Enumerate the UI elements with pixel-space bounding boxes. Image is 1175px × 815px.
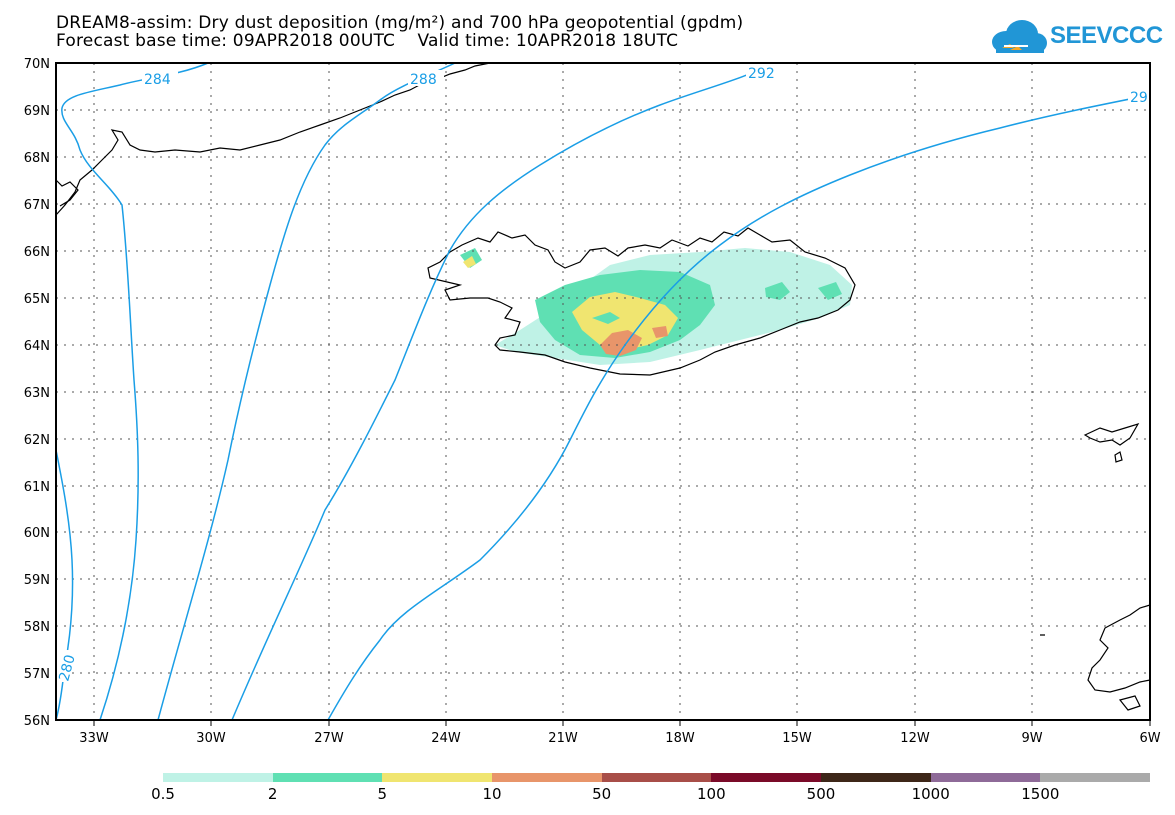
scotland-coast bbox=[1087, 604, 1151, 693]
colorbar-cell-2 bbox=[382, 773, 493, 782]
colorbar-label: 1000 bbox=[911, 785, 950, 803]
colorbar-cell-5 bbox=[711, 773, 822, 782]
contour-label-284: 284 bbox=[144, 72, 171, 88]
lat-label-65n: 65N bbox=[24, 292, 50, 307]
graticule bbox=[56, 63, 1150, 720]
lon-label-30w: 30W bbox=[196, 731, 226, 746]
dust-level-2c bbox=[818, 282, 842, 300]
longitude-labels: 33W 30W 27W 24W 21W 18W 15W 12W 9W 6W bbox=[79, 731, 1160, 746]
geopotential-contours bbox=[55, 62, 1151, 721]
lat-label-60n: 60N bbox=[24, 526, 50, 541]
colorbar-cell-1 bbox=[272, 773, 383, 782]
colorbar-cell-6 bbox=[821, 773, 931, 782]
lon-label-12w: 12W bbox=[900, 731, 930, 746]
logo-text: SEEVCCC bbox=[1050, 22, 1163, 49]
colorbar-label: 2 bbox=[267, 785, 278, 803]
cloud-icon bbox=[992, 20, 1047, 53]
lat-label-63n: 63N bbox=[24, 386, 50, 401]
contour-284 bbox=[61, 62, 209, 721]
contour-labels: 284 288 292 29 280 bbox=[56, 64, 1150, 683]
contour-296 bbox=[327, 94, 1151, 721]
contour-280 bbox=[55, 449, 74, 721]
dust-level-5b bbox=[463, 256, 476, 268]
colorbar-cell-3 bbox=[492, 773, 602, 782]
seevccc-logo bbox=[988, 16, 1138, 60]
lat-label-59n: 59N bbox=[24, 573, 50, 588]
contour-label-280: 280 bbox=[56, 653, 78, 683]
colorbar-label: 1500 bbox=[1021, 785, 1060, 803]
contour-label-292: 292 bbox=[748, 66, 775, 82]
latitude-labels: 70N 69N 68N 67N 66N 65N 64N 63N 62N 61N … bbox=[24, 57, 50, 729]
colorbar-label: 10 bbox=[482, 785, 502, 803]
lat-label-64n: 64N bbox=[24, 339, 50, 354]
lat-label-58n: 58N bbox=[24, 620, 50, 635]
iceland-coast bbox=[427, 227, 856, 376]
map-title-line2: Forecast base time: 09APR2018 00UTC Vali… bbox=[56, 31, 679, 51]
dust-level-5 bbox=[572, 292, 678, 350]
colorbar-label: 100 bbox=[697, 785, 726, 803]
dust-deposition-field bbox=[460, 248, 852, 365]
lon-label-6w: 6W bbox=[1139, 731, 1160, 746]
dust-level-2b bbox=[765, 282, 790, 300]
lon-label-33w: 33W bbox=[79, 731, 109, 746]
contour-label-288: 288 bbox=[410, 72, 437, 88]
lon-label-9w: 9W bbox=[1021, 731, 1042, 746]
lon-label-24w: 24W bbox=[431, 731, 461, 746]
lat-label-56n: 56N bbox=[24, 714, 50, 729]
colorbar-cell-4 bbox=[601, 773, 712, 782]
colorbar-cell-7 bbox=[930, 773, 1041, 782]
scotland-islands bbox=[1040, 634, 1141, 711]
lat-label-57n: 57N bbox=[24, 667, 50, 682]
contour-292 bbox=[231, 62, 776, 721]
map-frame bbox=[55, 62, 1151, 721]
colorbar-label: 500 bbox=[806, 785, 836, 803]
lon-label-27w: 27W bbox=[314, 731, 344, 746]
colorbar-cell-0 bbox=[163, 773, 273, 782]
lat-label-69n: 69N bbox=[24, 104, 50, 119]
faroe-islands bbox=[1083, 422, 1140, 463]
lon-label-21w: 21W bbox=[548, 731, 578, 746]
lat-label-66n: 66N bbox=[24, 245, 50, 260]
colorbar-label: 0.5 bbox=[151, 785, 175, 803]
tick-marks bbox=[93, 720, 1151, 726]
contour-label-296: 29 bbox=[1130, 90, 1148, 106]
lon-label-18w: 18W bbox=[665, 731, 695, 746]
dust-level-10b bbox=[652, 326, 668, 338]
lat-label-70n: 70N bbox=[24, 57, 50, 72]
contour-288 bbox=[157, 62, 456, 721]
lon-label-15w: 15W bbox=[782, 731, 812, 746]
lat-label-62n: 62N bbox=[24, 433, 50, 448]
dust-clear-hole bbox=[592, 312, 620, 324]
lat-label-61n: 61N bbox=[24, 480, 50, 495]
colorbar-label: 50 bbox=[592, 785, 612, 803]
coastlines bbox=[55, 62, 1151, 711]
greenland-coast-b bbox=[55, 179, 79, 207]
colorbar-label: 5 bbox=[377, 785, 388, 803]
lat-label-67n: 67N bbox=[24, 198, 50, 213]
map-title-line1: DREAM8-assim: Dry dust deposition (mg/m²… bbox=[56, 13, 744, 33]
colorbar bbox=[163, 773, 1151, 782]
colorbar-cell-8 bbox=[1040, 773, 1151, 782]
lat-label-68n: 68N bbox=[24, 151, 50, 166]
